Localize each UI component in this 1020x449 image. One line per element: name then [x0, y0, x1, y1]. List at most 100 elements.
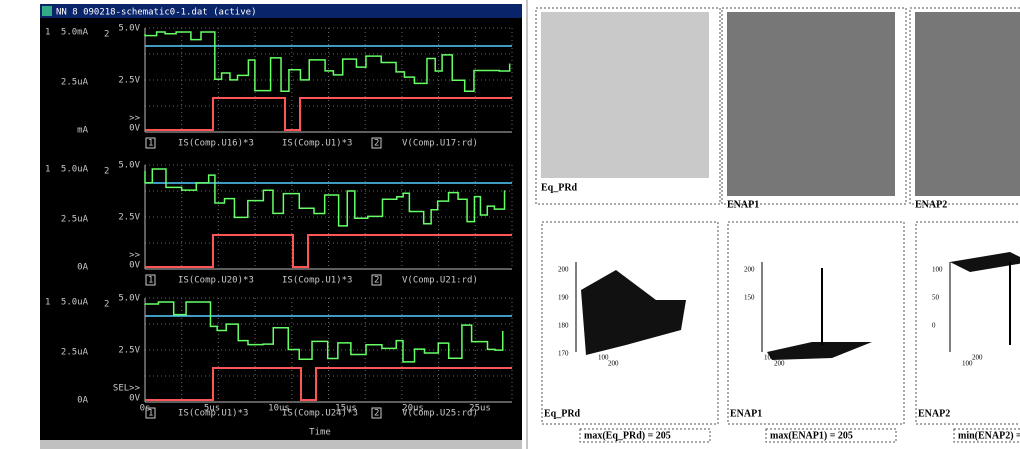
tick-label: 200	[558, 266, 569, 274]
y2-tick-label: >>	[129, 114, 140, 124]
x-tick-label: 5us	[204, 404, 220, 414]
tick-label: 0	[932, 322, 936, 330]
tick-label: 100	[764, 354, 775, 362]
status-bar	[40, 440, 522, 449]
legend-entry: 1	[148, 276, 153, 286]
legend-entry: IS(Comp.U1)*3	[282, 139, 352, 149]
y-tick-label: mA	[77, 126, 88, 136]
image	[915, 12, 1020, 196]
window-title: NN 8 090218-schematic0-1.dat (active)	[56, 8, 256, 18]
image-label: ENAP1	[727, 199, 759, 210]
legend-entry: V(Comp.U17:rd)	[402, 139, 478, 149]
formula: max(ENAP1) = 205	[770, 430, 853, 441]
y2-tick-label: 2.5V	[118, 76, 140, 86]
tick-label: 200	[608, 360, 619, 368]
axis-label: 1	[45, 28, 50, 38]
surface-label: ENAP2	[918, 408, 950, 419]
trace	[145, 97, 512, 131]
y-tick-label: 5.0mA	[61, 28, 89, 38]
legend-entry: V(Comp.U25:rd)	[402, 409, 478, 419]
y2-tick-label: 5.0V	[118, 294, 140, 304]
tick-label: 150	[744, 294, 755, 302]
legend-entry: 1	[148, 409, 153, 419]
legend-entry: 2	[374, 139, 379, 149]
image-label: ENAP2	[915, 199, 947, 210]
legend-entry: IS(Comp.U1)*3	[282, 276, 352, 286]
image	[541, 12, 709, 178]
tick-label: 100	[962, 360, 973, 368]
x-tick-label: 25us	[469, 404, 491, 414]
legend-box	[145, 407, 156, 419]
y2-tick-label: 0V	[129, 394, 140, 404]
surface	[581, 270, 686, 355]
trace	[144, 168, 506, 227]
trace	[145, 234, 512, 268]
y-tick-label: 0A	[77, 396, 88, 406]
surface-label: ENAP1	[730, 408, 762, 419]
legend-entry: 2	[374, 409, 379, 419]
legend-box	[371, 407, 382, 419]
tick-label: 200	[972, 354, 983, 362]
legend-box	[371, 274, 382, 286]
y-tick-label: 2.5uA	[61, 215, 89, 225]
formula-box	[579, 428, 711, 443]
y2-tick-label: 5.0V	[118, 161, 140, 171]
x-tick-label: 0s	[140, 404, 151, 414]
y2-tick-label: 5.0V	[118, 24, 140, 34]
tick-label: 100	[932, 266, 943, 274]
legend-box	[371, 137, 382, 149]
formula-box	[765, 428, 897, 443]
surface-frame	[541, 221, 719, 425]
trace	[144, 301, 504, 363]
y2-tick-label: >>	[129, 251, 140, 261]
legend-box	[145, 274, 156, 286]
y-tick-label: 2.5uA	[61, 348, 89, 358]
x-tick-label: 20us	[402, 404, 424, 414]
trace	[144, 31, 511, 92]
image	[727, 12, 895, 196]
tick-label: 100	[598, 354, 609, 362]
y2-tick-label: 2.5V	[118, 346, 140, 356]
surface	[767, 342, 872, 360]
legend-entry: IS(Comp.U16)*3	[178, 139, 254, 149]
y2-tick-label: 0V	[129, 261, 140, 271]
y-tick-label: 2.5uA	[61, 78, 89, 88]
surface-frame	[727, 221, 905, 425]
axis-label: 2	[104, 167, 109, 177]
axis-label: 1	[45, 298, 50, 308]
axis-label: 1	[45, 165, 50, 175]
legend-box	[145, 137, 156, 149]
tick-label: 190	[558, 294, 569, 302]
trace	[145, 367, 512, 401]
axis-label: 2	[104, 30, 109, 40]
image-frame	[909, 7, 1020, 205]
y-tick-label: 5.0uA	[61, 298, 89, 308]
image-label: Eq_PRd	[541, 182, 578, 193]
title-bar	[40, 4, 522, 18]
legend-entry: IS(Comp.U1)*3	[178, 409, 248, 419]
x-tick-label: 10us	[268, 404, 290, 414]
tick-label: 200	[774, 360, 785, 368]
formula-box	[953, 428, 1020, 443]
legend-entry: V(Comp.U21:rd)	[402, 276, 478, 286]
y2-tick-label: 2.5V	[118, 213, 140, 223]
legend-entry: 1	[148, 139, 153, 149]
image-frame	[535, 7, 721, 205]
y-tick-label: 5.0uA	[61, 165, 89, 175]
tick-label: 170	[558, 350, 569, 358]
legend-entry: 2	[374, 276, 379, 286]
window-icon	[42, 6, 52, 16]
y-tick-label: 0A	[77, 263, 88, 273]
tick-label: 180	[558, 322, 569, 330]
y2-tick-label: 0V	[129, 124, 140, 134]
formula: max(Eq_PRd) = 205	[584, 430, 671, 441]
surface	[950, 252, 1020, 272]
surface-label: Eq_PRd	[544, 408, 581, 419]
tick-label: 200	[744, 266, 755, 274]
legend-entry: IS(Comp.U20)*3	[178, 276, 254, 286]
axis-label: 2	[104, 300, 109, 310]
tick-label: 50	[932, 294, 940, 302]
x-tick-label: 15us	[335, 404, 357, 414]
